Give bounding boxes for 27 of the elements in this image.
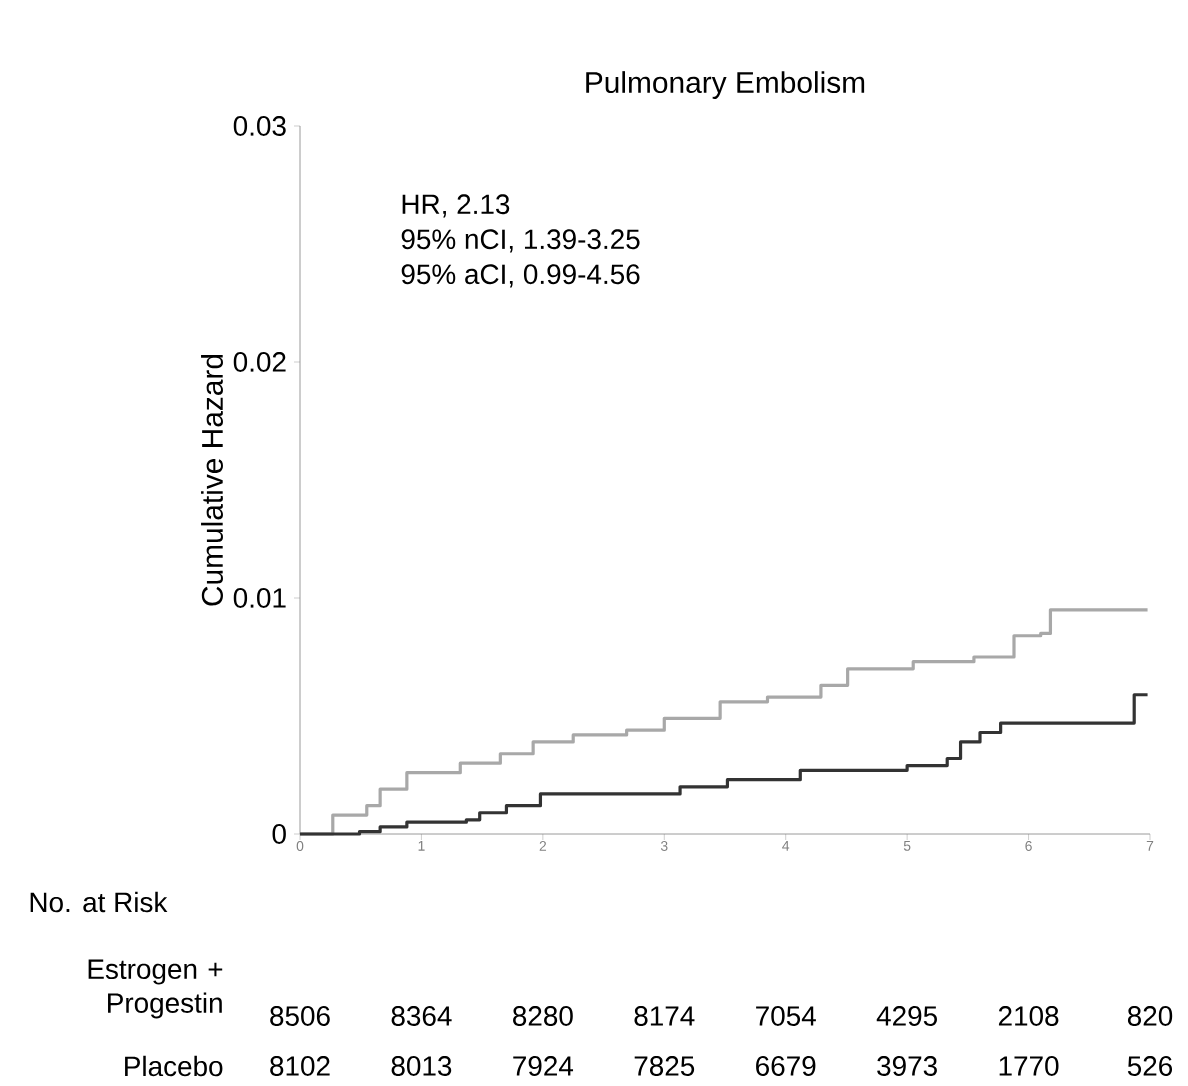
text: 8174 [634, 1006, 695, 1026]
text: 3973 [877, 1056, 937, 1076]
chart-title: Pulmonary Embolism [586, 71, 865, 99]
text: 820 [1127, 1006, 1173, 1026]
text: 526 [1127, 1056, 1173, 1076]
y-tick-label: 0.02 [233, 352, 286, 372]
text: 2108 [998, 1006, 1059, 1026]
text: Estrogen + Progestin [88, 959, 223, 1019]
annotation: HR, 2.13 [402, 194, 510, 218]
text: 8506 [270, 1006, 330, 1026]
y-axis-title: Cumulative Hazard [201, 354, 223, 606]
y-tick-label: 0.03 [233, 116, 286, 136]
text: 7825 [634, 1056, 695, 1076]
text: 4295 [876, 1006, 937, 1026]
text: 8364 [391, 1006, 452, 1026]
annotation: 95% aCI, 0.99-4.56 [401, 264, 640, 288]
y-tick-label: 0.01 [233, 588, 286, 608]
text: 8280 [513, 1006, 573, 1026]
text: No. at Risk [30, 891, 168, 913]
text: 7054 [756, 1006, 816, 1026]
text: Placebo [125, 1055, 223, 1077]
text: 7924 [513, 1056, 574, 1076]
text: 8013 [391, 1056, 452, 1076]
text: 1770 [999, 1056, 1059, 1076]
annotation: 95% nCI, 1.39-3.25 [401, 229, 640, 253]
text: 6679 [756, 1056, 816, 1076]
text: 8102 [270, 1056, 330, 1076]
